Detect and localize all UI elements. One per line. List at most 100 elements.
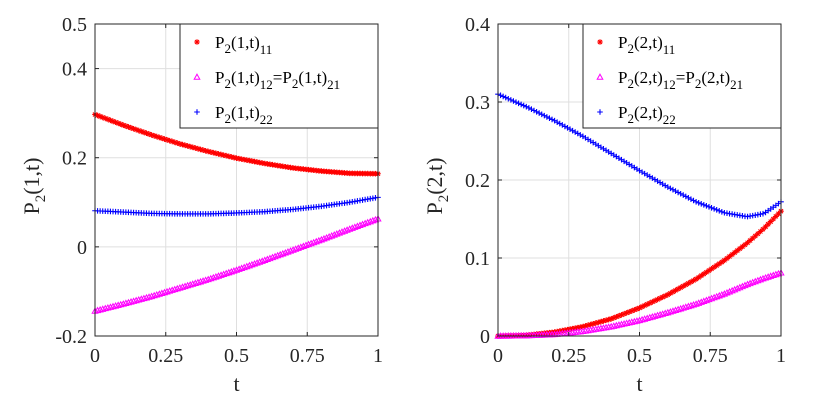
data-point [737,245,743,252]
y-axis-label: P2(1,t) [19,157,49,214]
data-point [544,114,550,120]
data-point [600,318,607,324]
data-point [227,267,236,275]
data-point [266,254,274,262]
data-point [752,233,759,239]
data-point [706,204,712,210]
data-point [723,288,731,296]
data-point [541,112,548,119]
data-point [312,237,320,245]
data-point [675,286,681,292]
data-point [248,260,256,268]
data-point [177,141,183,147]
data-point [708,266,715,272]
data-point [759,274,767,282]
data-point [200,147,206,153]
data-point [587,321,594,328]
data-point [325,232,333,240]
data-point [505,95,512,102]
data-point [304,240,313,248]
data-point [187,143,193,150]
data-point [194,278,202,286]
data-point [228,154,235,160]
data-point [140,294,148,302]
data-point [680,283,687,289]
data-point [693,276,699,282]
data-point [219,270,228,278]
x-tick-label: 0.5 [627,345,652,367]
data-point [101,304,109,312]
data-point [757,228,764,235]
data-point [141,129,147,136]
data-point [205,148,211,155]
x-tick-label: 1 [776,345,786,367]
series-P2(1,t)11 [92,111,381,177]
data-point [201,276,210,283]
data-point [744,239,751,246]
data-point [146,131,152,137]
data-point [122,299,130,306]
data-point [153,290,161,298]
data-point [137,295,145,302]
data-point [107,117,114,124]
data-point [127,298,135,305]
legend-entry: P2(2,t)22 [618,103,676,127]
x-tick-label: 0.75 [290,345,325,367]
data-point [728,286,736,294]
data-point [102,115,109,122]
data-point [209,273,217,281]
data-point [742,241,748,248]
data-point [197,146,204,153]
data-point [263,255,272,263]
data-point [123,123,129,129]
data-point [772,270,780,278]
data-point [335,229,344,236]
data-point [677,304,685,312]
data-point [213,150,219,157]
data-point [698,272,705,279]
data-point [636,305,643,311]
data-point [767,218,774,225]
data-point [767,272,775,279]
data-point [135,127,142,134]
data-point [237,264,246,271]
data-point [621,311,627,317]
data-point [143,130,150,136]
data-point [215,151,222,157]
data-point [733,284,741,292]
data-point [130,125,137,132]
data-point [706,267,712,274]
data-point [94,112,101,119]
data-point [755,230,761,237]
x-tick-label: 0 [493,345,503,367]
data-point [700,297,708,304]
data-point [713,206,720,213]
legend-marker [597,109,603,115]
data-point [669,307,677,314]
data-point [695,299,703,306]
data-point [693,199,699,205]
data-point [310,238,318,246]
data-point [677,284,684,291]
data-point [761,273,770,281]
data-point [346,225,354,232]
data-point [199,277,207,284]
data-point [160,288,169,296]
data-point [623,310,630,316]
series-P2(1,t)12=P2(1,t)21 [91,214,382,314]
data-point [353,222,362,229]
data-point [651,312,659,319]
legend: P2(2,t)11 P2(2,t)12=P2(2,t)21 P2(2,t)22 [582,23,782,129]
data-point [661,309,669,317]
data-point [688,279,694,285]
data-point [653,311,662,319]
data-point [743,280,752,288]
data-point [109,302,117,310]
data-point [168,286,176,293]
data-point [195,145,201,152]
data-point [502,94,509,101]
data-point [697,298,705,305]
data-point [182,142,188,149]
data-point [713,292,721,300]
legend-marker [597,39,603,45]
